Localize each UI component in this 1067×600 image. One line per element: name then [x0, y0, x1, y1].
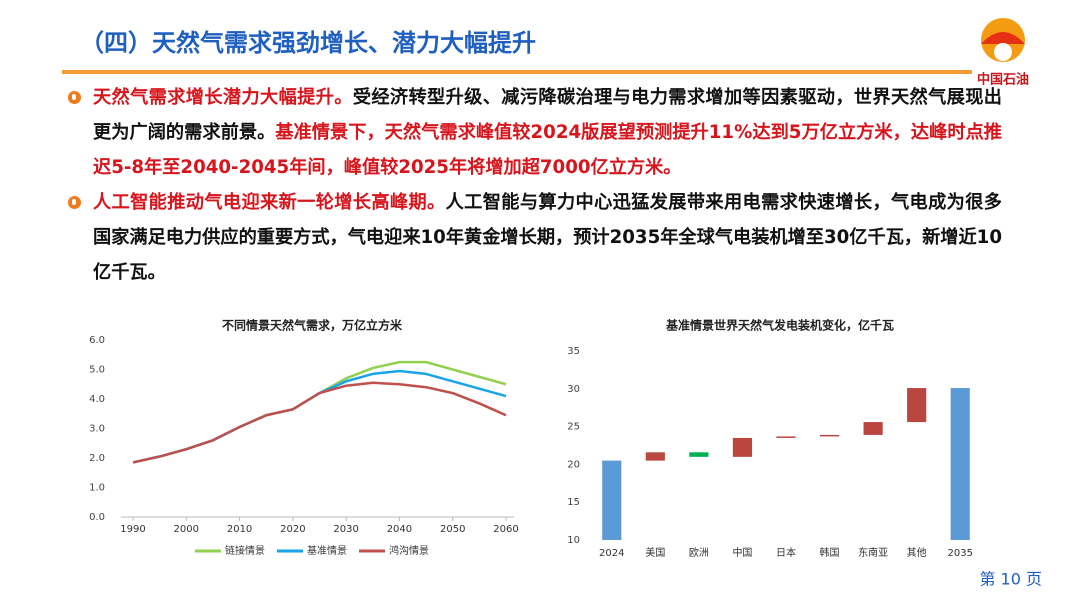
- legend-label: 鸿沟情景: [389, 544, 429, 557]
- bullet: 人工智能推动气电迎来新一轮增长高峰期。人工智能与算力中心迅猛发展带来用电需求快速…: [66, 185, 1002, 290]
- x-tick-label: 日本: [776, 546, 796, 559]
- waterfall-bar: [732, 437, 753, 457]
- y-tick-label: 5.0: [89, 365, 105, 376]
- legend-label: 基准情景: [307, 544, 347, 557]
- waterfall-bar: [689, 452, 709, 457]
- logo-text: 中国石油: [977, 72, 1029, 88]
- waterfall-bar: [645, 452, 665, 461]
- chart-title: 不同情景天然气需求，万亿立方米: [222, 318, 403, 333]
- x-tick-label: 2060: [493, 524, 518, 535]
- waterfall-bar: [776, 436, 796, 438]
- bullet-icon: [68, 91, 81, 104]
- waterfall-bar: [602, 460, 622, 540]
- y-tick-label: 10: [567, 535, 580, 546]
- x-tick-label: 2024: [599, 548, 624, 559]
- x-tick-label: 东南亚: [858, 546, 888, 559]
- y-tick-label: 0.0: [89, 512, 105, 523]
- title-rule: [62, 70, 972, 74]
- x-tick-label: 2040: [387, 524, 412, 535]
- x-tick-label: 2030: [333, 524, 358, 535]
- y-tick-label: 4.0: [89, 394, 105, 405]
- x-tick-label: 欧洲: [689, 547, 709, 559]
- bullet-text: 受经济转型升级、减污降碳治理与电力需求增加等因素驱动，世界天然气展现出更为广阔的…: [93, 87, 1002, 143]
- y-tick-label: 6.0: [89, 335, 105, 346]
- page-number: 第 10 页: [979, 570, 1042, 589]
- x-tick-label: 美国: [645, 546, 665, 559]
- y-tick-label: 20: [567, 459, 580, 470]
- waterfall-bar: [863, 422, 883, 435]
- chart-title: 基准情景世界天然气发电装机变化，亿千瓦: [665, 318, 894, 333]
- bullet-icon: [68, 196, 81, 209]
- bullet-text: 人工智能推动气电迎来新一轮增长高峰期。: [93, 192, 446, 213]
- x-tick-label: 其他: [907, 546, 927, 559]
- x-tick-label: 韩国: [820, 546, 840, 559]
- x-tick-label: 1990: [120, 524, 145, 535]
- waterfall-bar: [950, 388, 970, 540]
- x-tick-label: 2050: [440, 524, 465, 535]
- x-tick-label: 2010: [227, 524, 252, 535]
- y-tick-label: 15: [567, 497, 580, 508]
- y-tick-label: 3.0: [89, 424, 105, 435]
- x-tick-label: 2000: [174, 524, 199, 535]
- legend-label: 链接情景: [225, 544, 265, 557]
- series-line: [132, 381, 507, 464]
- x-tick-label: 2035: [947, 548, 972, 559]
- x-tick-label: 中国: [732, 546, 752, 559]
- bullet-text: 基准情景下，天然气需求峰值较2024版展望预测提升11%达到5万亿立方米，达峰时…: [93, 122, 1002, 178]
- y-tick-label: 2.0: [89, 453, 105, 464]
- bullet-text: 人工智能与算力中心迅猛发展带来用电需求快速增长，气电成为很多国家满足电力供应的重…: [93, 192, 1002, 283]
- bullet-list: 天然气需求增长潜力大幅提升。受经济转型升级、减污降碳治理与电力需求增加等因素驱动…: [66, 80, 1002, 290]
- bullet-text: 天然气需求增长潜力大幅提升。: [93, 87, 353, 108]
- waterfall-bar: [907, 388, 927, 423]
- x-tick-label: 2020: [280, 524, 305, 535]
- logo: 中国石油: [977, 18, 1029, 88]
- y-tick-label: 1.0: [89, 483, 105, 494]
- slide-title: （四）天然气需求强劲增长、潜力大幅提升: [80, 29, 536, 57]
- bullet: 天然气需求增长潜力大幅提升。受经济转型升级、减污降碳治理与电力需求增加等因素驱动…: [66, 80, 1002, 185]
- y-tick-label: 30: [567, 384, 580, 395]
- y-tick-label: 35: [567, 346, 580, 357]
- waterfall-bar: [819, 434, 840, 437]
- y-tick-label: 25: [567, 422, 580, 433]
